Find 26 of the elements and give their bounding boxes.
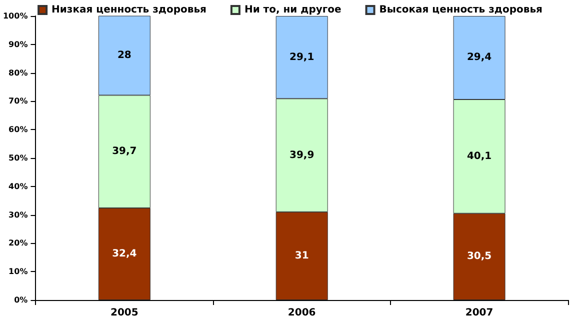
legend-label: Низкая ценность здоровья bbox=[52, 4, 206, 16]
y-tick-label: 10% bbox=[8, 267, 28, 276]
y-tick-label: 80% bbox=[8, 68, 28, 78]
x-tick-label: 2005 bbox=[110, 308, 138, 318]
y-tick-label: 50% bbox=[8, 154, 28, 162]
data-label: 39,7 bbox=[112, 146, 137, 158]
y-tick-label: 30% bbox=[8, 210, 28, 220]
data-label: 40,1 bbox=[466, 150, 492, 162]
y-tick-label: 40% bbox=[8, 182, 28, 191]
data-label: 30,5 bbox=[466, 251, 492, 262]
legend-label: Высокая ценность здоровья bbox=[379, 4, 542, 16]
x-tick-label: 2007 bbox=[465, 308, 494, 318]
data-label: 39,9 bbox=[290, 150, 314, 161]
y-tick-label: 70% bbox=[8, 96, 28, 106]
x-tick-label: 2006 bbox=[288, 308, 316, 318]
data-label: 29,4 bbox=[466, 52, 492, 64]
y-tick-label: 100% bbox=[2, 12, 28, 20]
data-label: 28 bbox=[117, 50, 132, 61]
legend-label: Ни то, ни другое bbox=[244, 4, 342, 16]
y-tick-label: 90% bbox=[8, 40, 28, 49]
data-label: 29,1 bbox=[290, 52, 314, 63]
y-tick-label: 0% bbox=[14, 296, 28, 304]
data-label: 31 bbox=[294, 250, 309, 262]
y-tick-label: 20% bbox=[8, 238, 28, 248]
data-label: 32,4 bbox=[112, 248, 137, 260]
y-tick-label: 60% bbox=[8, 125, 28, 134]
